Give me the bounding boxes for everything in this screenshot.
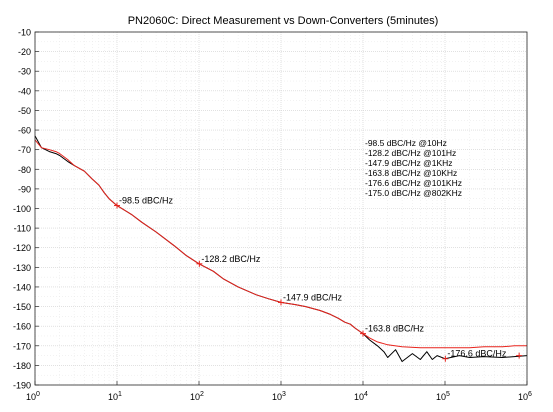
x-tick-label: 104 [354, 391, 368, 402]
annotation-line: -163.8 dBC/Hz @10KHz [365, 168, 457, 178]
annotation-line: -176.6 dBC/Hz @101KHz [365, 178, 462, 188]
marker-label: -163.8 dBC/Hz [365, 324, 425, 334]
y-tick-label: -160 [13, 322, 31, 332]
x-tick-exponent: 6 [528, 391, 532, 398]
x-tick-base: 10 [518, 392, 528, 402]
y-tick-label: -20 [18, 47, 31, 57]
y-tick-label: -130 [13, 263, 31, 273]
y-tick-label: -110 [14, 224, 31, 234]
annotation-line: -147.9 dBC/Hz @1KHz [365, 158, 453, 168]
y-tick-label: -40 [18, 86, 31, 96]
marker-label: -128.2 dBC/Hz [201, 254, 261, 264]
y-tick-label: -140 [13, 282, 31, 292]
x-tick-exponent: 4 [364, 391, 368, 398]
marker-layer: -98.5 dBC/Hz -128.2 dBC/Hz -147.9 dBC/Hz -1… [114, 196, 523, 362]
annotation-line: -98.5 dBC/Hz @10Hz [365, 138, 447, 148]
marker-label: -176.6 dBC/Hz [447, 349, 507, 359]
x-tick-base: 10 [108, 392, 118, 402]
marker: -128.2 dBC/Hz [196, 254, 261, 267]
series-layer [34, 135, 528, 362]
marker: -163.8 dBC/Hz [360, 324, 425, 337]
y-tick-label: -60 [18, 126, 31, 136]
marker [516, 352, 523, 359]
x-tick-label: 106 [518, 391, 532, 402]
annotation-line: -128.2 dBC/Hz @101Hz [365, 148, 456, 158]
y-tick-label: -90 [18, 184, 31, 194]
annotation-line: -175.0 dBC/Hz @802KHz [365, 188, 462, 198]
y-tick-label: -120 [13, 243, 31, 253]
marker: -98.5 dBC/Hz [114, 196, 174, 209]
y-tick-label: -100 [13, 204, 31, 214]
marker-label: -147.9 dBC/Hz [283, 292, 343, 302]
x-axis-ticks: 100 101 102 103 104 105 106 [26, 381, 532, 402]
y-tick-label: -50 [18, 106, 31, 116]
x-tick-exponent: 0 [36, 391, 40, 398]
y-tick-label: -10 [18, 28, 31, 38]
marker: -147.9 dBC/Hz [278, 292, 343, 306]
x-tick-exponent: 5 [446, 391, 450, 398]
marker: -176.6 dBC/Hz [442, 349, 507, 362]
y-tick-label: -70 [18, 145, 31, 155]
x-tick-label: 103 [272, 391, 286, 402]
x-tick-base: 10 [26, 392, 36, 402]
x-tick-label: 102 [190, 391, 204, 402]
x-tick-label: 100 [26, 391, 40, 402]
y-tick-label: -180 [13, 361, 31, 371]
x-tick-exponent: 1 [118, 391, 122, 398]
x-tick-exponent: 2 [200, 391, 204, 398]
y-tick-label: -170 [13, 341, 31, 351]
x-tick-base: 10 [190, 392, 200, 402]
y-tick-label: -190 [13, 381, 31, 391]
x-tick-base: 10 [354, 392, 364, 402]
y-tick-label: -30 [18, 67, 31, 77]
x-tick-label: 101 [108, 391, 122, 402]
x-tick-base: 10 [272, 392, 282, 402]
y-tick-label: -150 [13, 302, 31, 312]
x-tick-label: 105 [436, 391, 450, 402]
annotation-text-block: -98.5 dBC/Hz @10Hz-128.2 dBC/Hz @101Hz-1… [365, 138, 462, 198]
y-axis-ticks: -10 -20 -30 -40 -50 -60 -70 -80 -90 -100 -110 -120 -… [13, 28, 39, 391]
x-tick-base: 10 [436, 392, 446, 402]
chart-title: PN2060C: Direct Measurement vs Down-Conv… [128, 15, 439, 27]
x-tick-exponent: 3 [282, 391, 286, 398]
series-line-2 [34, 139, 527, 349]
marker-label: -98.5 dBC/Hz [119, 196, 174, 206]
y-tick-label: -80 [18, 165, 31, 175]
